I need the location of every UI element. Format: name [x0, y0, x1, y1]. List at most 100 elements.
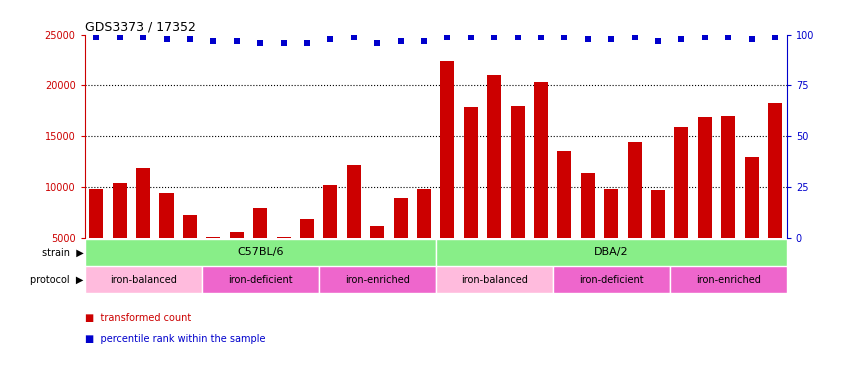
Text: C57BL/6: C57BL/6: [237, 247, 283, 257]
Bar: [277, 237, 290, 289]
Bar: [487, 75, 501, 289]
Point: [394, 38, 408, 44]
Bar: [581, 173, 595, 289]
Text: GSM262842: GSM262842: [696, 242, 705, 288]
Point: [487, 33, 501, 40]
Point: [511, 33, 525, 40]
Bar: [90, 189, 103, 289]
Bar: [300, 219, 314, 289]
Point: [300, 40, 314, 46]
Bar: [253, 207, 267, 289]
Point: [464, 33, 477, 40]
Bar: [436, 239, 787, 266]
Bar: [319, 266, 436, 293]
Text: DBA/2: DBA/2: [594, 247, 629, 257]
Text: iron-deficient: iron-deficient: [579, 275, 644, 285]
Text: iron-enriched: iron-enriched: [344, 275, 409, 285]
Text: GSM262800: GSM262800: [298, 242, 307, 288]
Point: [277, 40, 290, 46]
Bar: [744, 157, 759, 289]
Text: GSM262797: GSM262797: [228, 242, 237, 288]
Text: GSM262840: GSM262840: [532, 242, 541, 288]
Text: ■  transformed count: ■ transformed count: [85, 313, 191, 323]
Text: GSM262843: GSM262843: [719, 242, 728, 288]
Bar: [604, 189, 618, 289]
Point: [417, 38, 431, 44]
Text: GSM262770: GSM262770: [181, 242, 190, 288]
Bar: [417, 189, 431, 289]
Text: GSM262795: GSM262795: [415, 242, 424, 288]
Text: GSM262844: GSM262844: [743, 242, 751, 288]
Point: [206, 38, 220, 44]
Bar: [85, 266, 201, 293]
Bar: [768, 103, 782, 289]
Bar: [628, 142, 641, 289]
Text: GSM262950: GSM262950: [556, 242, 564, 288]
Text: GSM262794: GSM262794: [392, 242, 401, 288]
Point: [698, 33, 711, 40]
Bar: [441, 61, 454, 289]
Bar: [464, 107, 478, 289]
Text: GSM262769: GSM262769: [157, 242, 167, 288]
Point: [674, 36, 688, 42]
Text: iron-enriched: iron-enriched: [695, 275, 761, 285]
Bar: [670, 266, 787, 293]
Point: [535, 33, 548, 40]
Point: [768, 33, 782, 40]
Bar: [113, 183, 127, 289]
Bar: [558, 151, 571, 289]
Point: [160, 36, 173, 42]
Point: [230, 38, 244, 44]
Text: GSM262762: GSM262762: [87, 242, 96, 288]
Bar: [722, 116, 735, 289]
Bar: [436, 266, 552, 293]
Point: [651, 38, 665, 44]
Text: GSM262845: GSM262845: [766, 242, 775, 288]
Point: [136, 33, 150, 40]
Text: GSM262799: GSM262799: [275, 242, 283, 288]
Text: GSM262768: GSM262768: [135, 242, 143, 288]
Point: [113, 33, 127, 40]
Bar: [674, 127, 689, 289]
Text: GSM262798: GSM262798: [251, 242, 261, 288]
Text: protocol  ▶: protocol ▶: [30, 275, 84, 285]
Point: [604, 36, 618, 42]
Bar: [534, 83, 548, 289]
Text: GSM262817: GSM262817: [438, 242, 448, 288]
Text: GSM262771: GSM262771: [321, 242, 330, 288]
Point: [323, 36, 337, 42]
Point: [90, 33, 103, 40]
Point: [371, 40, 384, 46]
Bar: [393, 199, 408, 289]
Bar: [160, 193, 173, 289]
Text: GSM262772: GSM262772: [345, 242, 354, 288]
Bar: [698, 117, 711, 289]
Text: GSM262954: GSM262954: [649, 242, 658, 288]
Bar: [511, 106, 525, 289]
Bar: [651, 190, 665, 289]
Text: ■  percentile rank within the sample: ■ percentile rank within the sample: [85, 334, 265, 344]
Point: [722, 33, 735, 40]
Text: iron-balanced: iron-balanced: [110, 275, 177, 285]
Point: [254, 40, 267, 46]
Bar: [347, 165, 360, 289]
Point: [441, 33, 454, 40]
Bar: [206, 237, 220, 289]
Text: GSM262819: GSM262819: [462, 242, 470, 288]
Text: GSM262953: GSM262953: [626, 242, 634, 288]
Bar: [323, 185, 338, 289]
Text: GSM262820: GSM262820: [486, 242, 494, 288]
Point: [183, 36, 196, 42]
Text: GSM262952: GSM262952: [602, 242, 611, 288]
Text: GSM262765: GSM262765: [111, 242, 120, 288]
Text: strain  ▶: strain ▶: [42, 247, 84, 257]
Text: GSM262839: GSM262839: [508, 242, 518, 288]
Bar: [552, 266, 670, 293]
Text: iron-deficient: iron-deficient: [228, 275, 293, 285]
Bar: [371, 226, 384, 289]
Text: GSM262951: GSM262951: [579, 242, 588, 288]
Point: [628, 33, 641, 40]
Point: [581, 36, 595, 42]
Text: GSM262796: GSM262796: [205, 242, 213, 288]
Point: [347, 33, 360, 40]
